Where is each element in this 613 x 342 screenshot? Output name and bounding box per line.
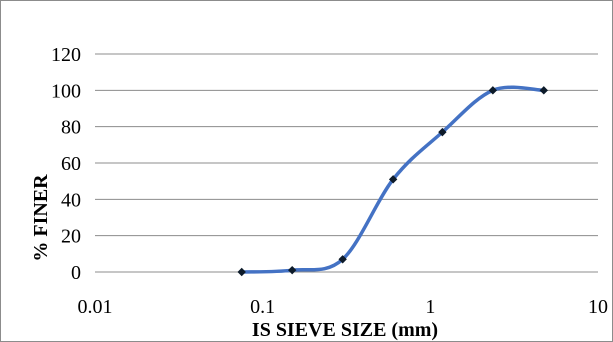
x-tick-label: 0.01: [78, 296, 113, 318]
x-axis-title: IS SIEVE SIZE (mm): [252, 319, 438, 341]
y-tick-label: 100: [51, 80, 81, 102]
y-tick-label: 60: [61, 153, 81, 175]
data-point: [237, 267, 246, 277]
data-point: [488, 86, 498, 95]
x-tick-label: 1: [425, 296, 435, 318]
data-markers: [237, 86, 548, 277]
y-tick-label: 20: [61, 226, 81, 248]
data-point: [287, 265, 297, 275]
x-tick-labels: 0.01 0.1 1 10: [78, 296, 609, 318]
y-axis-title: % FINER: [30, 174, 52, 262]
y-tick-labels: 0 20 40 60 80 100 120: [51, 44, 81, 284]
y-tick-label: 80: [61, 117, 81, 139]
data-point: [438, 127, 447, 137]
data-point: [539, 86, 548, 95]
y-tick-label: 0: [71, 262, 81, 284]
gridlines: [95, 53, 598, 237]
data-point: [388, 175, 398, 184]
x-tick-label: 10: [588, 296, 608, 318]
y-tick-label: 120: [51, 44, 81, 66]
x-tick-label: 0.1: [250, 296, 275, 318]
y-tick-label: 40: [61, 189, 81, 211]
data-point: [338, 255, 347, 264]
